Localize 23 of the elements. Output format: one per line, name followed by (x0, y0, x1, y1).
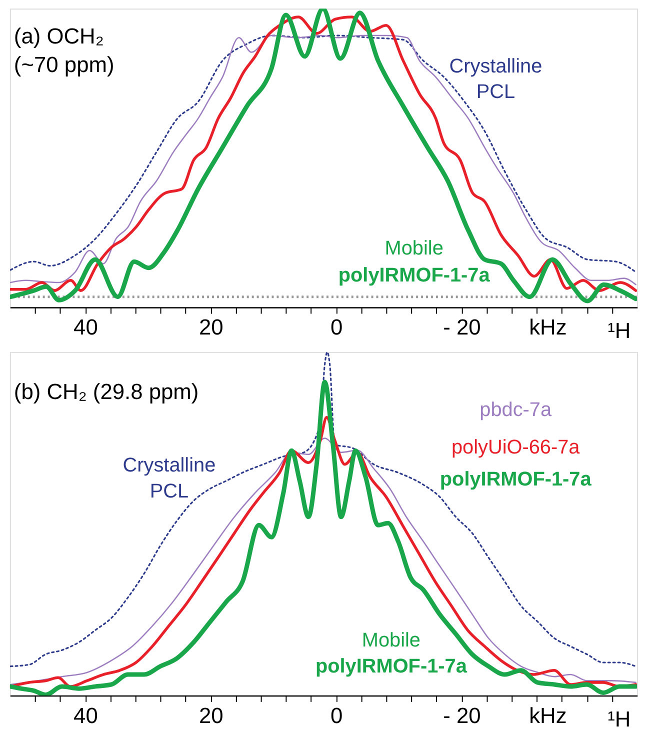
x-axis-title: kHz (529, 314, 567, 340)
text: (b) CH₂ (29.8 ppm) (14, 378, 199, 404)
annotation: polyIRMOF-1-7a (315, 656, 468, 678)
text: polyIRMOF-1-7a (440, 468, 592, 490)
x-tick-label: - 20 (443, 314, 481, 340)
x-tick-label: 20 (198, 702, 224, 728)
series-label: polyIRMOF-1-7a (338, 264, 491, 286)
x-tick-label: 0 (330, 702, 343, 728)
x-tick-label: - 20 (443, 702, 481, 728)
text: (a) OCH₂ (~70 ppm) (14, 24, 114, 77)
x-axis-title: kHz (529, 702, 567, 728)
x-tick-label: 20 (198, 314, 224, 340)
text: ¹H (608, 706, 631, 732)
series-label: Crystalline PCL (122, 454, 216, 502)
x-tick-label: 40 (74, 702, 98, 728)
series-label: Crystalline PCL (449, 55, 542, 104)
text: ¹H (608, 318, 631, 344)
annotation: Mobile (362, 630, 420, 652)
x-tick-label: 40 (74, 314, 98, 340)
annotation: Mobile (384, 238, 444, 260)
text: pbdc-7a (480, 398, 552, 421)
x-tick-label: 0 (330, 314, 343, 340)
text: polyUiO-66-7a (451, 436, 581, 459)
